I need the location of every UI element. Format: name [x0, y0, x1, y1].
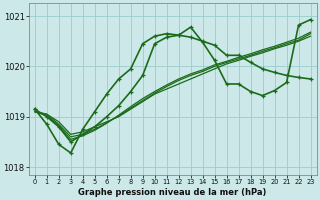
X-axis label: Graphe pression niveau de la mer (hPa): Graphe pression niveau de la mer (hPa): [78, 188, 267, 197]
